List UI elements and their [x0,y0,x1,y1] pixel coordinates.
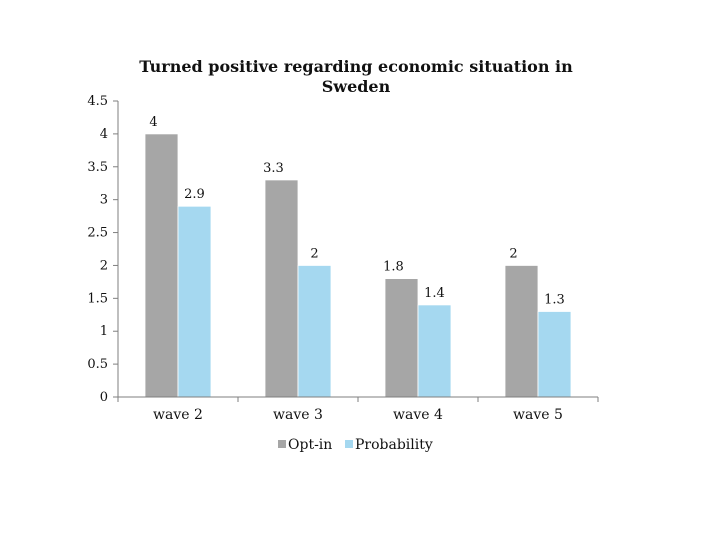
data-label: 2 [310,246,318,261]
bar-opt-in-wave-2 [144,133,179,398]
legend-swatch-probability [345,440,353,448]
data-label: 2 [509,246,517,261]
data-label: 3.3 [263,161,284,176]
bar-opt-in-wave-5 [504,265,539,398]
y-tick-label: 1.5 [87,291,108,306]
chart-title: Turned positive regarding economic situa… [139,57,573,96]
y-tick-label: 1 [100,324,108,339]
y-tick-label: 4 [100,127,108,142]
data-label: 1.3 [544,292,565,307]
bar-opt-in-wave-4 [384,278,419,398]
y-tick-label: 3 [100,193,108,208]
y-tick-label: 4.5 [87,94,108,109]
bar-probability-wave-5 [537,311,572,398]
legend: Opt-in Probability [278,437,433,453]
y-tick-label: 0 [100,390,108,405]
x-category-label: wave 4 [393,407,443,423]
data-label: 4 [149,115,157,130]
legend-label-opt-in: Opt-in [288,437,332,453]
y-tick-label: 2.5 [87,226,108,241]
category-labels: wave 2 wave 3 wave 4 wave 5 [153,407,563,423]
x-category-label: wave 3 [273,407,323,423]
data-label: 2.9 [184,187,205,202]
y-axis-ticks: 0 0.5 1 1.5 2 2.5 3 3.5 4 4.5 [87,94,118,405]
y-tick-label: 2 [100,258,108,273]
chart-title-line-2: Sweden [322,77,391,96]
x-category-label: wave 2 [153,407,203,423]
x-category-label: wave 5 [513,407,563,423]
data-label: 1.4 [424,286,445,301]
bar-series [144,133,572,398]
data-labels: 4 3.3 1.8 2 2.9 2 1.4 1.3 [149,115,564,308]
bar-probability-wave-4 [417,304,452,398]
legend-swatch-opt-in [278,440,286,448]
data-label: 1.8 [383,260,404,275]
bar-probability-wave-2 [177,205,212,398]
y-tick-label: 0.5 [87,357,108,372]
y-tick-label: 3.5 [87,160,108,175]
legend-label-probability: Probability [355,437,433,453]
chart-title-line-1: Turned positive regarding economic situa… [139,57,573,76]
bar-probability-wave-3 [297,265,332,398]
bar-opt-in-wave-3 [264,179,299,398]
axes [117,101,599,402]
